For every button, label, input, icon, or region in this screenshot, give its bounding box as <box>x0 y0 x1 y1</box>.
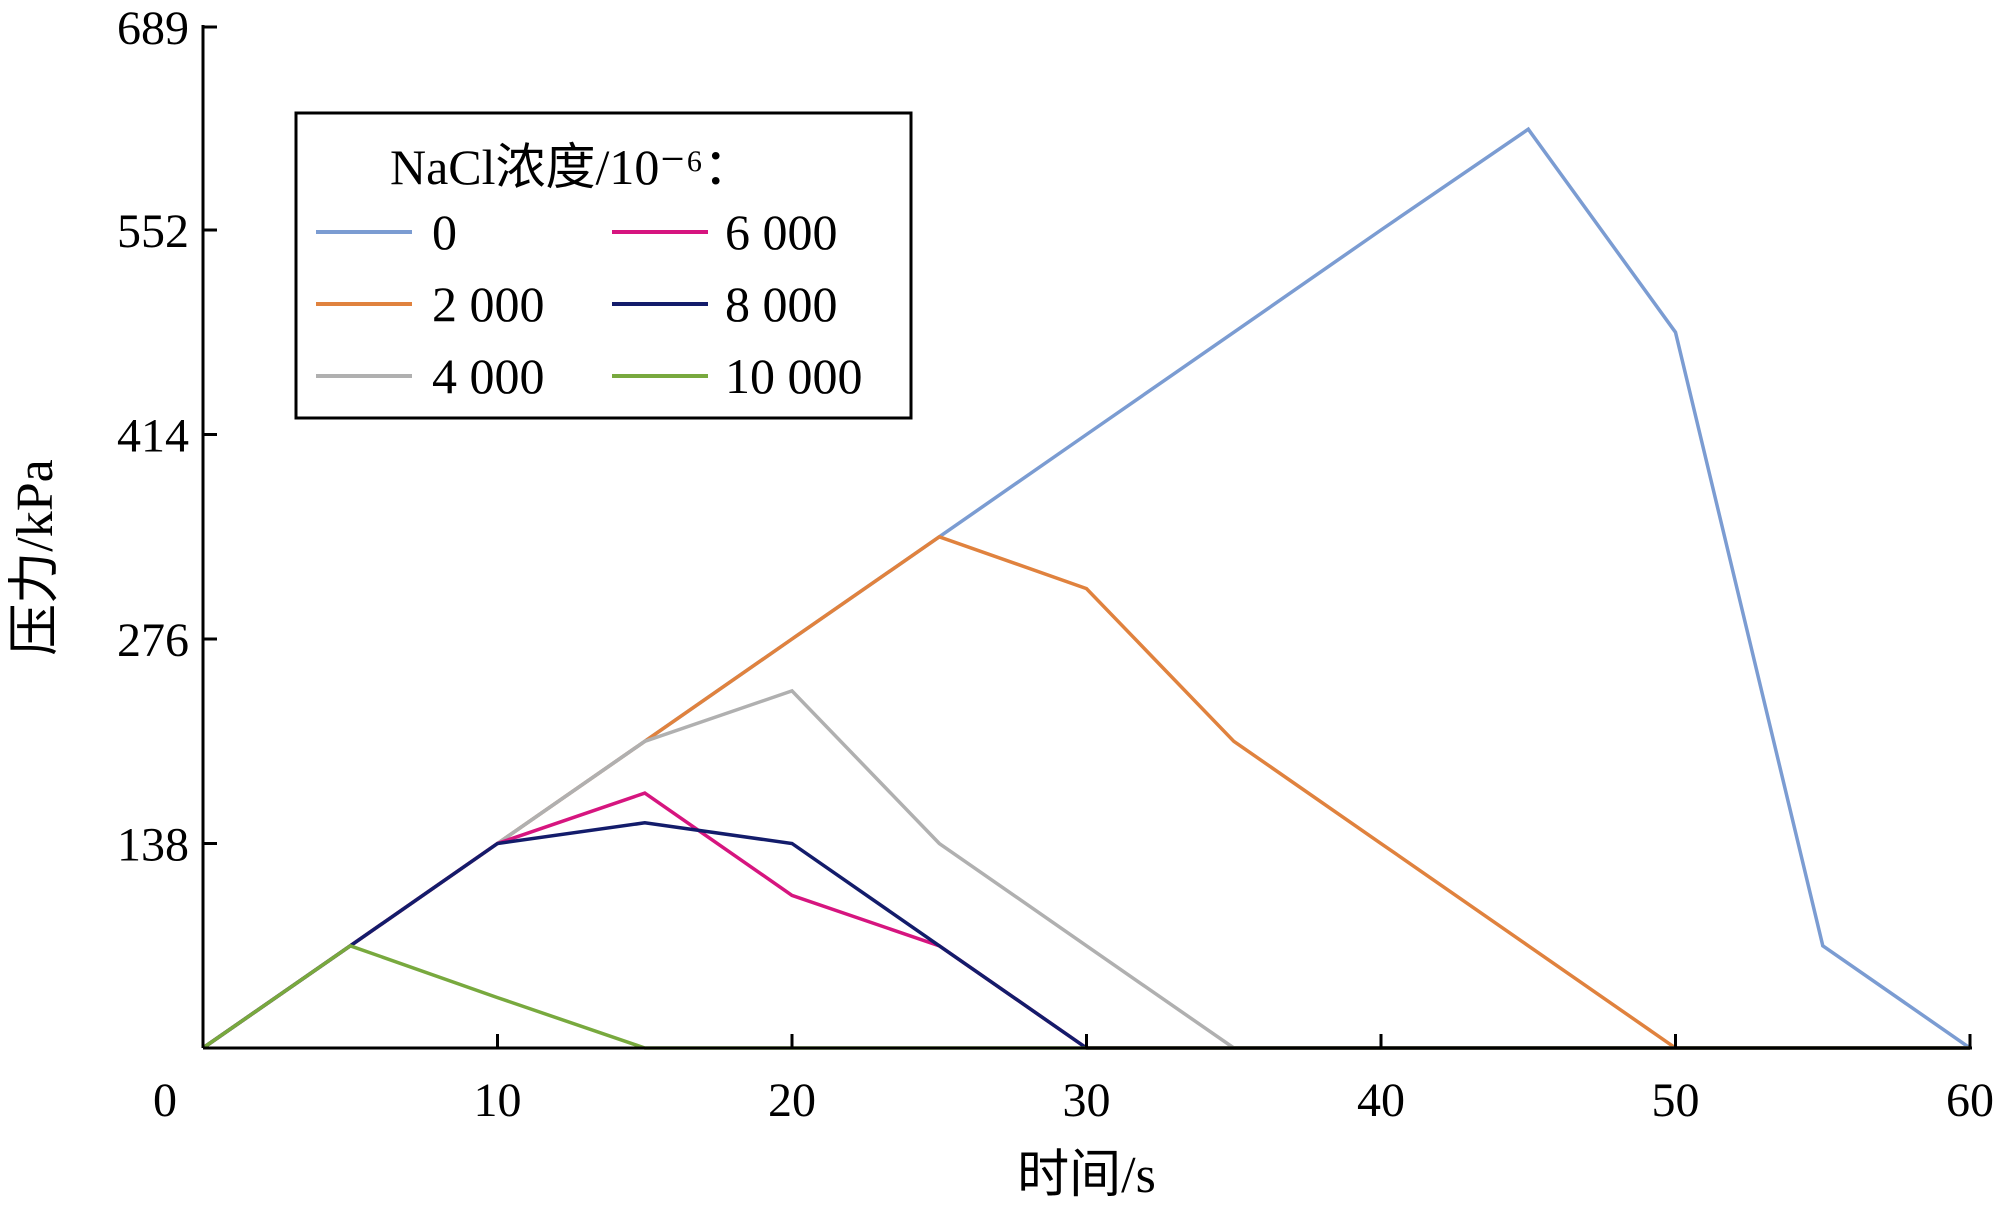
legend-label: 6 000 <box>725 204 838 260</box>
series-line-5 <box>202 943 1970 1050</box>
x-axis-title: 时间/s <box>1017 1147 1156 1204</box>
x-tick-label: 30 <box>1063 1074 1111 1127</box>
legend-items: 0 2 000 4 000 6 000 8 000 10 000 <box>316 204 863 404</box>
y-tick-label: 138 <box>117 819 189 872</box>
legend-item: 4 000 <box>316 348 545 404</box>
legend-item: 6 000 <box>612 204 838 260</box>
series-line-2 <box>202 688 1970 1050</box>
legend-item: 0 <box>316 204 457 260</box>
x-tick-label: 10 <box>474 1074 522 1127</box>
legend-item: 2 000 <box>316 276 545 332</box>
legend-title: NaCl浓度/10⁻⁶： <box>390 139 753 195</box>
series-line-3 <box>202 791 1970 1050</box>
series-line-4 <box>202 821 1970 1050</box>
x-tick-label: 20 <box>768 1074 816 1127</box>
y-tick-label: 552 <box>117 205 189 258</box>
tick-labels: 0 10 20 30 40 50 60 138 276 414 552 689 <box>117 2 1994 1127</box>
x-tick-label: 40 <box>1357 1074 1405 1127</box>
y-tick-label: 689 <box>117 2 189 55</box>
y-axis-title: 压力/kPa <box>7 459 64 655</box>
x-tick-label: 50 <box>1652 1074 1700 1127</box>
y-tick-label: 414 <box>117 410 189 463</box>
legend-label: 4 000 <box>432 348 545 404</box>
axes <box>201 25 1972 1050</box>
legend-item: 10 000 <box>612 348 863 404</box>
legend-box <box>294 111 913 420</box>
legend-label: 10 000 <box>725 348 863 404</box>
legend-label: 0 <box>432 204 457 260</box>
legend-label: 8 000 <box>725 276 838 332</box>
legend-label: 2 000 <box>432 276 545 332</box>
legend-item: 8 000 <box>612 276 838 332</box>
x-tick-label: 60 <box>1946 1074 1994 1127</box>
series-line-1 <box>202 534 1970 1050</box>
x-tick-label: 0 <box>153 1074 177 1127</box>
y-tick-label: 276 <box>117 614 189 667</box>
legend: NaCl浓度/10⁻⁶： 0 2 000 4 000 6 000 8 000 10 000 <box>294 111 913 420</box>
